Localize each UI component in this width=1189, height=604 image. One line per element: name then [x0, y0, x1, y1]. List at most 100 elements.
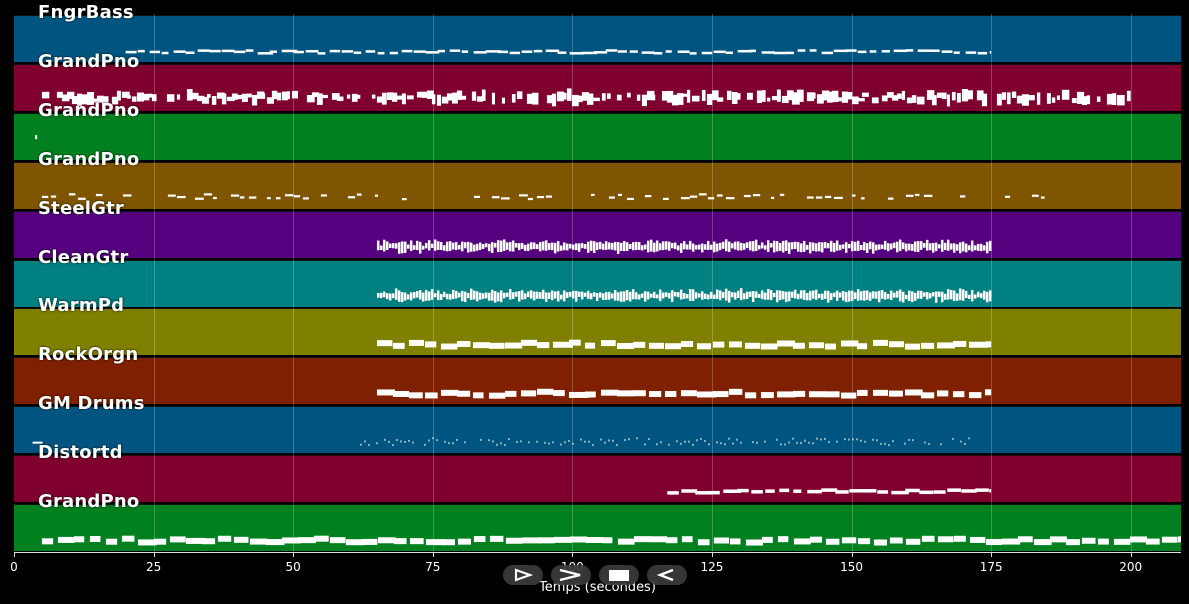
note-mark — [456, 439, 458, 442]
note-mark — [466, 241, 470, 253]
note-mark — [523, 244, 527, 251]
note-mark — [841, 290, 845, 301]
note-mark — [440, 390, 459, 397]
note-mark — [937, 291, 941, 297]
note-mark — [321, 94, 328, 99]
track-row[interactable]: GrandPno — [14, 100, 1181, 160]
note-mark — [457, 244, 461, 250]
note-mark — [581, 51, 597, 55]
note-mark — [518, 193, 528, 197]
note-mark — [616, 343, 635, 350]
track-row[interactable]: GM Drums — [14, 393, 1181, 454]
axis-tick — [14, 552, 15, 557]
track-row[interactable]: SteelGtr — [14, 198, 1181, 258]
note-mark — [849, 489, 866, 493]
track-row[interactable]: GrandPno — [14, 51, 1181, 111]
note-mark — [664, 391, 677, 398]
note-mark — [505, 537, 523, 544]
track-row[interactable]: GrandPno — [14, 491, 1181, 551]
note-mark — [696, 391, 716, 398]
note-mark — [541, 241, 545, 250]
note-mark — [628, 438, 630, 441]
track-row[interactable]: Distortd — [14, 442, 1181, 503]
note-mark — [601, 243, 605, 250]
note-mark — [421, 245, 425, 250]
note-mark — [743, 194, 751, 197]
note-mark — [797, 49, 806, 52]
note-mark — [667, 491, 679, 495]
track-row[interactable]: RockOrgn — [14, 344, 1181, 405]
note-mark — [441, 96, 449, 104]
note-mark — [601, 292, 605, 300]
note-mark — [677, 50, 690, 53]
note-mark — [408, 440, 410, 443]
note-mark — [941, 50, 953, 53]
note-mark — [41, 91, 50, 99]
note-mark — [928, 292, 932, 298]
note-lane — [125, 49, 992, 55]
note-mark — [681, 536, 693, 543]
note-mark — [559, 294, 563, 299]
note-mark — [781, 290, 785, 299]
note-mark — [457, 292, 461, 297]
note-mark — [425, 51, 440, 54]
track-row[interactable]: GrandPno — [14, 149, 1181, 209]
note-mark — [514, 291, 518, 297]
rewind-button[interactable] — [647, 565, 687, 585]
play-button[interactable] — [503, 565, 543, 585]
note-mark — [557, 51, 567, 54]
note-mark — [877, 290, 881, 302]
fast-forward-button[interactable] — [551, 565, 591, 585]
note-mark — [802, 289, 806, 300]
note-mark — [412, 244, 416, 250]
note-mark — [427, 239, 431, 251]
note-mark — [598, 291, 602, 298]
note-mark — [791, 92, 800, 105]
note-mark — [281, 91, 288, 101]
note-mark — [713, 50, 726, 54]
track-row[interactable]: FngrBass — [14, 2, 1181, 62]
note-mark — [212, 196, 217, 199]
track-row[interactable]: CleanGtr — [14, 247, 1181, 307]
note-mark — [368, 444, 370, 447]
note-mark — [424, 392, 438, 399]
note-mark — [749, 49, 756, 53]
note-mark — [804, 439, 806, 442]
note-mark — [457, 538, 471, 545]
note-mark — [488, 343, 505, 350]
note-mark — [439, 293, 443, 300]
note-mark — [580, 438, 582, 441]
note-mark — [600, 340, 616, 347]
note-mark — [231, 93, 238, 100]
note-mark — [520, 390, 537, 397]
note-mark — [826, 290, 830, 303]
note-mark — [475, 243, 479, 251]
note-mark — [787, 241, 791, 254]
note-mark — [1126, 90, 1131, 102]
note-mark — [541, 289, 545, 299]
stop-button[interactable] — [599, 565, 639, 585]
note-mark — [648, 343, 664, 350]
note-mark — [365, 50, 376, 53]
note-mark — [706, 93, 713, 105]
note-mark — [1046, 93, 1051, 104]
note-mark — [718, 242, 722, 250]
note-mark — [856, 390, 868, 397]
note-mark — [679, 242, 683, 253]
note-mark — [712, 294, 716, 299]
note-mark — [871, 241, 875, 254]
track-row[interactable]: WarmPd — [14, 295, 1181, 356]
note-mark — [770, 196, 775, 199]
note-mark — [505, 292, 509, 297]
note-mark — [833, 196, 843, 199]
note-mark — [723, 489, 742, 494]
note-mark — [256, 91, 265, 99]
note-mark — [931, 291, 935, 296]
note-mark — [416, 91, 423, 98]
note-mark — [757, 244, 761, 250]
note-mark — [707, 196, 715, 200]
note-mark — [713, 537, 730, 544]
note-lane — [41, 88, 1131, 107]
note-mark — [385, 292, 389, 299]
note-mark — [122, 194, 132, 197]
